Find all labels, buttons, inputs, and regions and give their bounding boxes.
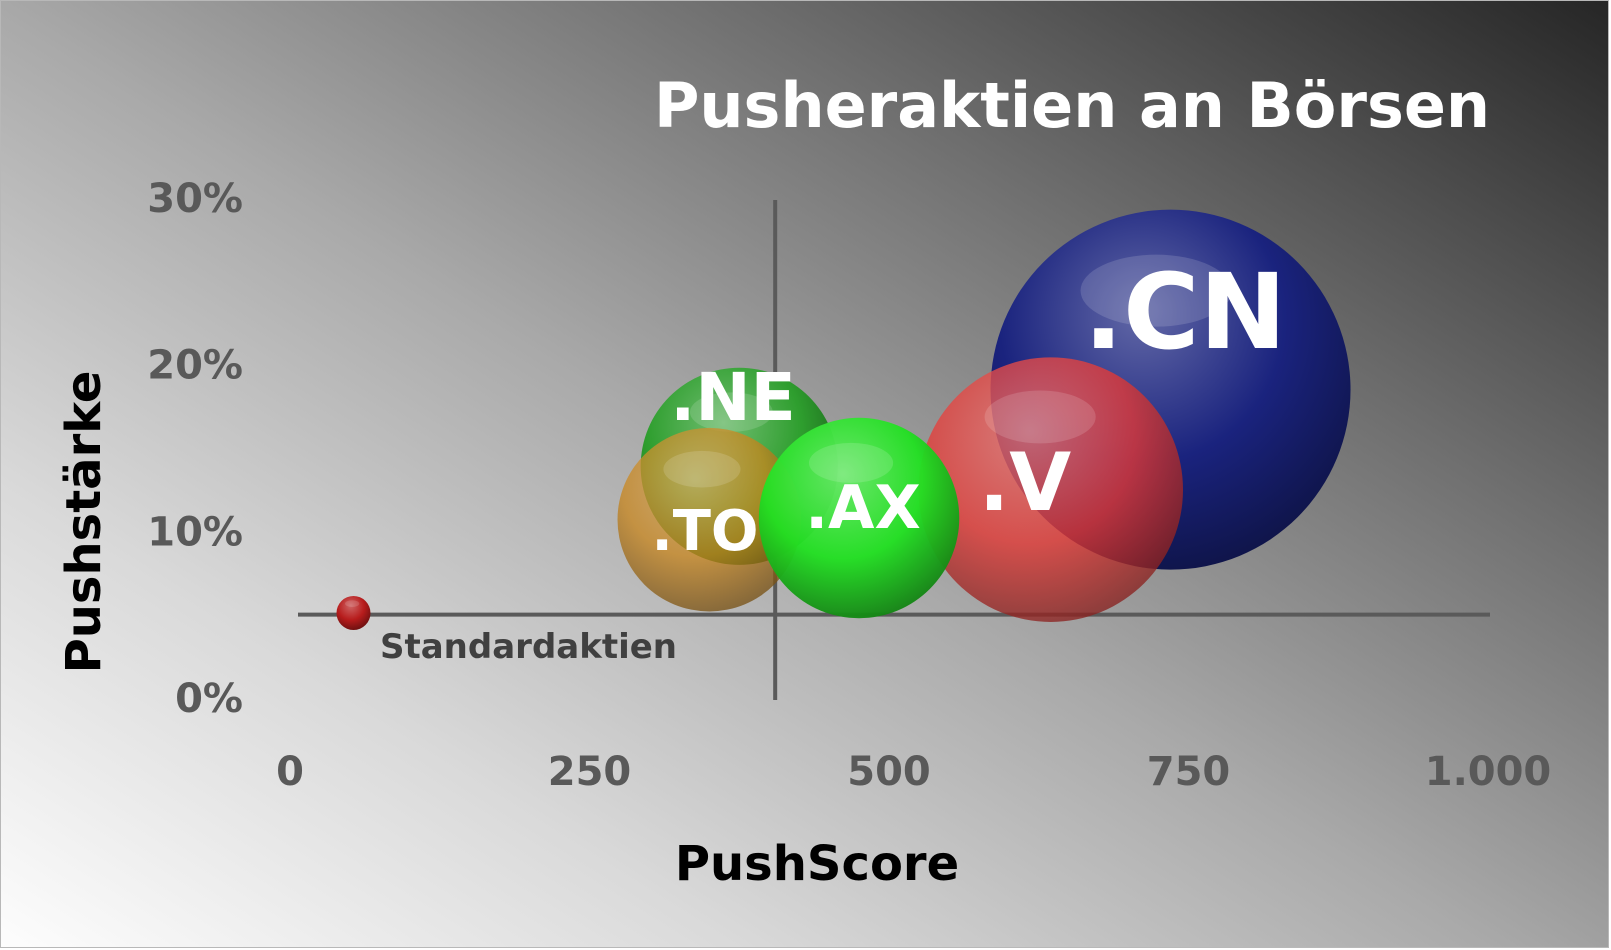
bubble-highlight-v xyxy=(984,390,1096,444)
bubble-v xyxy=(918,357,1184,622)
bubble-to xyxy=(617,427,802,612)
chart-title: Pusheraktien an Börsen xyxy=(654,69,1490,142)
bubble-highlight-to xyxy=(663,450,741,488)
bubble-label-cn: .CN xyxy=(1084,251,1287,373)
bubble-label-ne: .NE xyxy=(670,359,795,436)
bubbles: .CN.V .NE.AX .TO Standardaktien xyxy=(336,209,1351,667)
bubble-highlight-ne xyxy=(689,392,773,432)
y-axis-title: Pushstärke xyxy=(56,371,112,674)
y-tick-label: 0% xyxy=(175,676,243,722)
x-tick-label: 250 xyxy=(548,749,632,795)
bubble-label-to: .TO xyxy=(651,499,758,564)
bubble-standardaktien xyxy=(336,596,371,630)
y-tick-label: 10% xyxy=(147,509,243,555)
bubble-ax xyxy=(758,417,960,619)
y-axis-ticks: 0% 10% 20% 30% xyxy=(147,176,243,722)
x-tick-label: 0 xyxy=(276,749,304,795)
x-tick-label: 750 xyxy=(1147,749,1231,795)
bubble-label-v: .V xyxy=(979,436,1071,529)
bubble-label-ax: .AX xyxy=(805,473,921,543)
bubble-label-standardaktien: Standardaktien xyxy=(380,627,677,667)
bubble-highlight-standardaktien xyxy=(344,600,360,608)
bubble-highlight-ax xyxy=(808,442,894,483)
y-tick-label: 20% xyxy=(147,343,243,389)
x-tick-label: 1.000 xyxy=(1425,749,1552,795)
x-axis-title: PushScore xyxy=(675,836,959,892)
x-axis-ticks: 0 250 500 750 1.000 xyxy=(276,749,1551,795)
y-tick-label: 30% xyxy=(147,176,243,222)
bubble-highlight-cn xyxy=(1080,254,1232,327)
x-tick-label: 500 xyxy=(847,749,931,795)
